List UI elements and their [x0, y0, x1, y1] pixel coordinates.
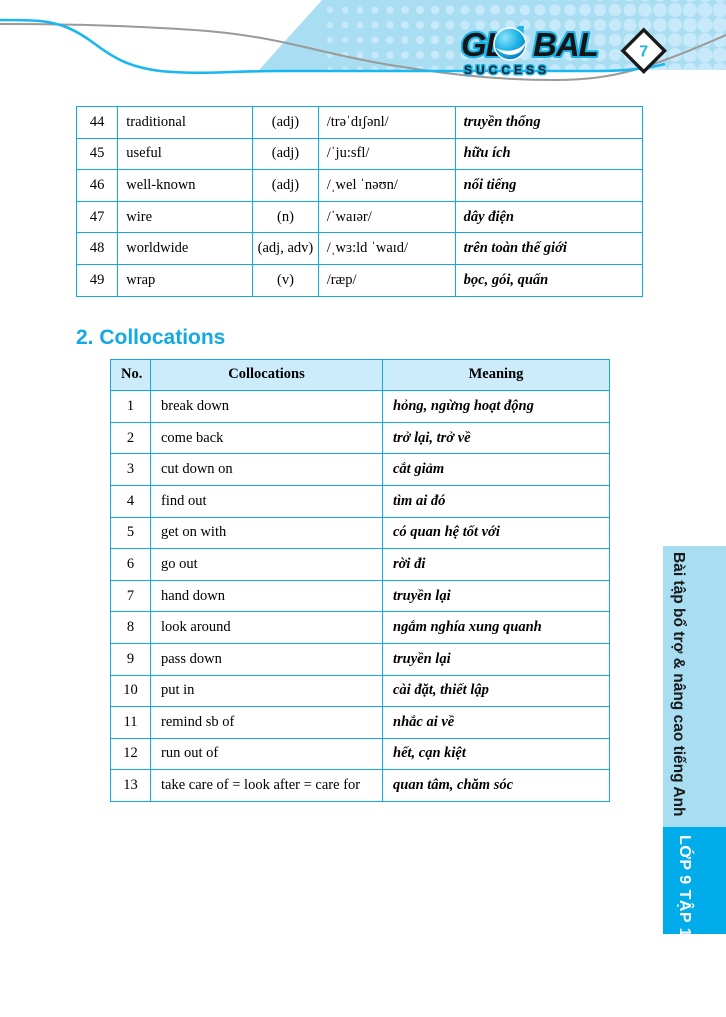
svg-text:7: 7 — [639, 44, 648, 61]
svg-text:SUCCESS: SUCCESS — [464, 63, 550, 77]
svg-text:BAL: BAL — [533, 26, 598, 63]
